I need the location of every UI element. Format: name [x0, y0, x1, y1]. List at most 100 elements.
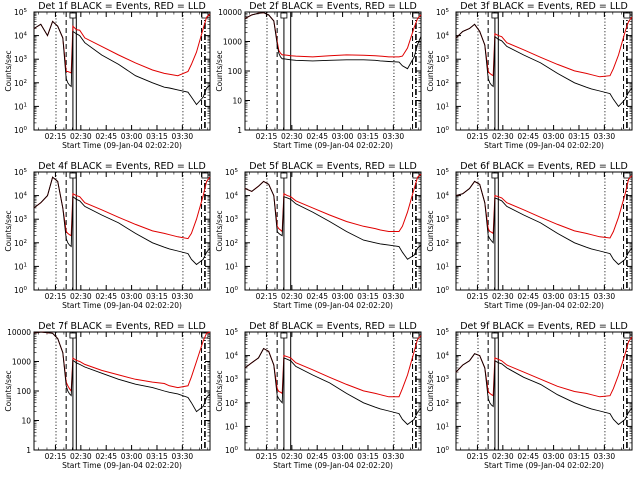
- y-tick-label: 104: [436, 192, 450, 201]
- x-tick-label: 02:15: [256, 292, 278, 301]
- marker-box-icon: [412, 332, 420, 339]
- y-tick-label: 101: [14, 102, 27, 111]
- panel-det-2: Det 2f BLACK = Events, RED = LLD 1 10 100 10…: [215, 1, 422, 150]
- y-tick-label: 104: [436, 32, 450, 41]
- x-tick-label: 02:30: [70, 132, 92, 141]
- y-tick-label: 102: [436, 399, 449, 408]
- marker-box-icon: [280, 12, 288, 19]
- plot-frame: [455, 331, 633, 451]
- x-tick-label: 02:45: [517, 452, 539, 461]
- series-lld-line: [455, 175, 633, 239]
- x-tick-label: 02:45: [517, 132, 539, 141]
- series-events-line: [455, 23, 633, 108]
- x-tick-label: 02:45: [306, 132, 328, 141]
- x-tick-label: 02:45: [95, 292, 117, 301]
- y-tick-label: 103: [14, 215, 28, 224]
- x-tick-label: 02:45: [306, 292, 328, 301]
- x-tick-label: 03:00: [543, 132, 565, 141]
- x-tick-label: 03:00: [332, 292, 354, 301]
- y-tick-label: 100: [225, 286, 239, 295]
- x-tick-label: 02:30: [281, 452, 303, 461]
- y-tick-label: 105: [436, 8, 450, 17]
- y-tick-label: 10000: [218, 8, 242, 17]
- y-tick-label: 103: [436, 375, 450, 384]
- x-tick-label: 03:15: [146, 452, 168, 461]
- x-tick-label: 02:15: [256, 452, 278, 461]
- x-tick-label: 03:30: [594, 132, 616, 141]
- y-tick-label: 100: [436, 126, 450, 135]
- series-events-line: [244, 180, 422, 260]
- y-axis-label: Counts/sec: [426, 210, 435, 251]
- x-axis-label: Start Time (09-Jan-04 02:02:20): [273, 461, 393, 470]
- panel-title: Det 8f BLACK = Events, RED = LLD: [249, 321, 417, 332]
- x-tick-label: 03:00: [332, 452, 354, 461]
- y-tick-label: 105: [14, 8, 28, 17]
- panel-det-7: Det 7f BLACK = Events, RED = LLD 1 10 100 10…: [4, 321, 211, 470]
- plot-frame: [455, 171, 633, 291]
- series-lld-line: [244, 12, 422, 58]
- series-events-line: [455, 353, 633, 426]
- marker-box-icon: [412, 12, 420, 19]
- x-tick-label: 03:15: [357, 132, 379, 141]
- marker-box-icon: [491, 332, 499, 339]
- x-tick-label: 03:00: [332, 132, 354, 141]
- panel-det-8: Det 8f BLACK = Events, RED = LLD 100 101 10…: [215, 321, 422, 470]
- plot-frame: [33, 171, 211, 291]
- x-tick-label: 02:45: [517, 292, 539, 301]
- series-lld-line: [33, 331, 211, 393]
- x-tick-label: 03:15: [568, 132, 590, 141]
- y-axis-label: Counts/sec: [4, 370, 13, 411]
- x-tick-label: 03:15: [568, 452, 590, 461]
- x-tick-label: 03:30: [383, 452, 405, 461]
- x-tick-label: 03:30: [172, 452, 194, 461]
- y-tick-label: 10: [232, 97, 242, 106]
- x-tick-label: 02:15: [256, 132, 278, 141]
- y-tick-label: 101: [436, 422, 449, 431]
- plot-frame: [244, 171, 422, 291]
- y-tick-label: 100: [436, 446, 450, 455]
- x-tick-label: 03:15: [146, 132, 168, 141]
- x-tick-label: 03:00: [121, 452, 143, 461]
- y-axis-label: Counts/sec: [215, 50, 224, 91]
- panel-det-1: Det 1f BLACK = Events, RED = LLD 100 101 10…: [4, 1, 211, 150]
- marker-box-icon: [491, 172, 499, 179]
- x-tick-label: 02:15: [45, 452, 67, 461]
- x-tick-label: 03:30: [383, 132, 405, 141]
- x-axis-label: Start Time (09-Jan-04 02:02:20): [484, 301, 604, 310]
- y-tick-label: 100: [14, 126, 28, 135]
- y-tick-label: 10: [21, 417, 31, 426]
- series-events-line: [33, 176, 211, 266]
- series-events-line: [244, 12, 422, 70]
- y-tick-label: 100: [228, 67, 243, 76]
- y-tick-label: 103: [436, 55, 450, 64]
- x-tick-label: 02:30: [281, 292, 303, 301]
- panel-det-6: Det 6f BLACK = Events, RED = LLD 100 101 10…: [426, 161, 633, 310]
- series-events-line: [33, 331, 211, 413]
- marker-box-icon: [623, 172, 631, 179]
- x-tick-label: 03:00: [121, 292, 143, 301]
- x-axis-label: Start Time (09-Jan-04 02:02:20): [273, 301, 393, 310]
- y-tick-label: 101: [436, 102, 449, 111]
- series-lld-line: [455, 336, 633, 398]
- plot-frame: [33, 11, 211, 131]
- y-tick-label: 100: [14, 286, 28, 295]
- panel-det-3: Det 3f BLACK = Events, RED = LLD 100 101 10…: [426, 1, 633, 150]
- y-tick-label: 103: [225, 215, 239, 224]
- series-lld-line: [455, 16, 633, 78]
- panel-title: Det 5f BLACK = Events, RED = LLD: [249, 161, 417, 172]
- x-tick-label: 03:30: [594, 292, 616, 301]
- x-tick-label: 03:30: [594, 452, 616, 461]
- x-tick-label: 02:30: [492, 132, 514, 141]
- panel-title: Det 3f BLACK = Events, RED = LLD: [460, 1, 628, 12]
- y-tick-label: 100: [436, 286, 450, 295]
- y-tick-label: 102: [225, 399, 238, 408]
- y-tick-label: 1: [237, 126, 242, 135]
- x-axis-label: Start Time (09-Jan-04 02:02:20): [484, 141, 604, 150]
- marker-box-icon: [69, 332, 77, 339]
- x-tick-label: 03:15: [146, 292, 168, 301]
- x-tick-label: 02:45: [306, 452, 328, 461]
- y-tick-label: 100: [225, 446, 239, 455]
- x-tick-label: 03:30: [172, 292, 194, 301]
- y-axis-label: Counts/sec: [4, 210, 13, 251]
